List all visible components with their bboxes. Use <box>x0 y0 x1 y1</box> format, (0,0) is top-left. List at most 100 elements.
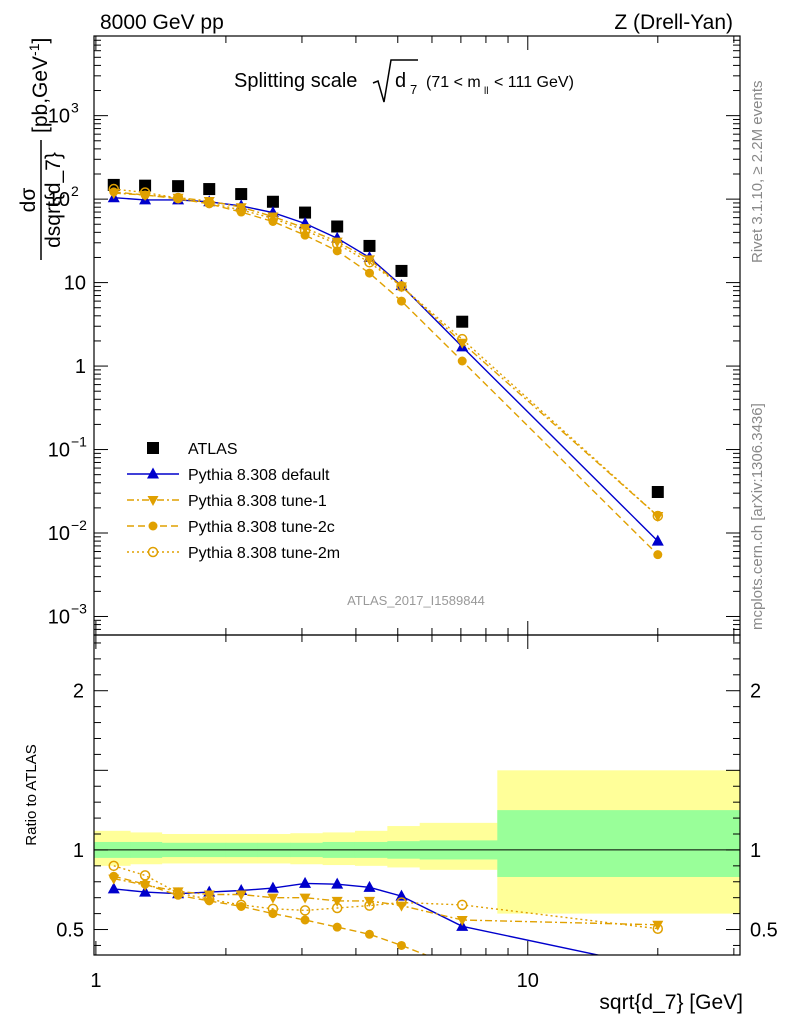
main-point <box>299 206 312 219</box>
ratio-point <box>331 902 343 914</box>
ratio-point <box>364 900 375 911</box>
main-point <box>653 550 663 560</box>
main-panel <box>107 178 664 560</box>
main-point <box>364 257 375 268</box>
main-point <box>457 356 467 366</box>
ratio-y-tick-label-right: 0.5 <box>750 920 778 942</box>
ratio-point <box>456 899 468 911</box>
x-ticks <box>95 36 735 955</box>
side-label-mcplots: mcplots.cern.ch [arXiv:1306.3436] <box>749 403 766 630</box>
main-point <box>299 225 311 236</box>
main-point <box>108 183 120 195</box>
ratio-frame <box>93 634 741 956</box>
plot-title-range-sub: ll <box>484 86 488 97</box>
svg-text:Splitting scale: Splitting scale <box>234 70 357 92</box>
ratio-series-pythia-8-308-tune-2m <box>108 860 664 934</box>
main-series-line <box>113 197 659 542</box>
legend-entry-pythia-8-308-tune-2c: Pythia 8.308 tune-2c <box>127 519 335 536</box>
y-label-unit-pre: [pb,GeV <box>29 56 52 133</box>
main-point <box>235 204 247 216</box>
legend-marker <box>147 467 159 479</box>
legend-marker <box>148 521 158 531</box>
y-tick-label: 10 <box>48 606 70 628</box>
main-point <box>456 333 468 345</box>
ratio-point <box>108 860 120 872</box>
main-point <box>109 187 119 197</box>
ratio-point <box>458 965 467 974</box>
main-point <box>203 197 215 209</box>
ratio-point <box>267 893 279 904</box>
legend-marker <box>147 546 159 558</box>
ratio-point <box>395 889 408 901</box>
ratio-point <box>652 923 664 934</box>
y-tick-label: 10 <box>48 440 70 462</box>
ratio-point <box>653 976 662 985</box>
ratio-point <box>203 894 215 905</box>
ratio-y-tick-label: 1 <box>73 840 84 862</box>
ratio-point <box>300 915 310 925</box>
ratio-y-tick-label: 0.5 <box>56 920 84 942</box>
main-point <box>268 216 278 226</box>
y-ticks-main <box>94 35 740 636</box>
analysis-watermark: ATLAS_2017_I1589844 <box>347 593 485 608</box>
header-left: 8000 GeV pp <box>100 11 224 34</box>
y-label-unit: [pb,GeV-1] <box>26 38 52 133</box>
ratio-point <box>109 871 119 881</box>
main-point <box>652 510 664 522</box>
ratio-point <box>235 890 247 901</box>
y-label-numerator: dσ <box>17 188 40 213</box>
main-point <box>363 255 375 266</box>
main-point <box>140 190 150 200</box>
ratio-series-line <box>113 875 428 955</box>
header-right: Z (Drell-Yan) <box>614 11 733 34</box>
y-tick-label: 10 <box>64 273 86 295</box>
main-point <box>651 485 664 498</box>
y-tick-label-exponent: −1 <box>71 434 87 450</box>
ratio-point <box>396 940 406 950</box>
y-tick-label: 10 <box>48 106 70 128</box>
y-tick-label-exponent: −2 <box>71 517 87 533</box>
ratio-point <box>332 922 342 932</box>
y-tick-label: 10 <box>48 523 70 545</box>
legend-label: Pythia 8.308 default <box>188 467 330 484</box>
ratio-point <box>331 877 344 889</box>
svg-text:d: d <box>395 70 406 92</box>
ratio-point <box>299 876 312 888</box>
ratio-point <box>652 920 664 931</box>
legend-label: ATLAS <box>188 441 238 458</box>
legend-label: Pythia 8.308 tune-2m <box>188 545 340 562</box>
main-series-line <box>113 191 659 556</box>
ratio-point <box>396 897 407 908</box>
legend-marker <box>147 442 159 454</box>
ratio-point <box>235 899 247 911</box>
ratio-point <box>652 961 664 972</box>
legend: ATLAS Pythia 8.308 default Pythia 8.308 tu… <box>127 441 340 562</box>
main-series-pythia-8-308-tune-2c <box>109 187 663 560</box>
main-point <box>395 264 408 277</box>
main-point <box>172 180 185 193</box>
sqrt-symbol <box>372 59 418 103</box>
plot-title-main: Splitting scale <box>234 70 357 92</box>
legend-label: Pythia 8.308 tune-2c <box>188 519 335 536</box>
main-point <box>363 239 376 252</box>
legend-entry-pythia-8-308-tune-2m: Pythia 8.308 tune-2m <box>127 545 340 562</box>
main-point <box>203 183 216 196</box>
y-label-unit-sup: -1 <box>26 43 42 56</box>
ratio-point <box>266 881 279 893</box>
ratio-panel <box>94 770 740 985</box>
ratio-point <box>172 887 184 899</box>
plot-title-symbol-sub: 7 <box>410 82 417 97</box>
main-point <box>651 534 664 546</box>
plot-title: Splitting scale d 7 (71 < m ll < 111 GeV… <box>234 59 574 103</box>
main-point <box>652 511 664 522</box>
x-tick-label: 1 <box>90 970 101 992</box>
ratio-point <box>139 885 152 897</box>
main-series-line <box>113 188 659 517</box>
legend-entry-pythia-8-308-tune-1: Pythia 8.308 tune-1 <box>127 493 327 510</box>
ratio-point <box>140 879 150 889</box>
ratio-point <box>139 870 151 881</box>
y-tick-label-exponent: −3 <box>71 600 87 616</box>
y-axis-label-main: dσ dsqrt{d_7} [pb,GeV-1] <box>17 38 65 260</box>
svg-text:< 111 GeV): < 111 GeV) <box>494 74 574 91</box>
